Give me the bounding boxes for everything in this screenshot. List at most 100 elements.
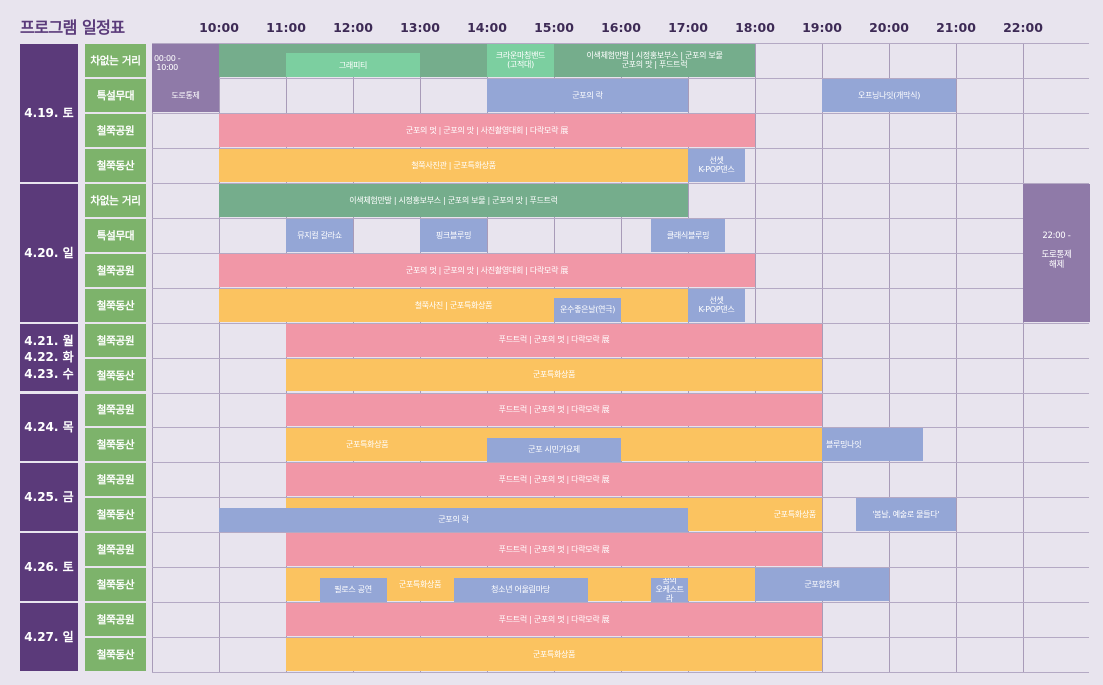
event-block: 22:00 - 도로통제 해제 — [1023, 183, 1090, 322]
event-block: 꿈의 오케스트라 — [651, 577, 688, 602]
event-block-label: 군포의 멋 | 군포의 맛 | 사진촬영대회 | 다락모락 展 — [405, 125, 569, 135]
event-block: 군포특화상품 — [286, 638, 822, 672]
date-cell: 4.26. 토 — [20, 533, 78, 602]
event-block-label: 도로통제 — [171, 90, 200, 100]
hour-label: 21:00 — [936, 20, 976, 35]
event-block-label: 군포특화상품 — [773, 510, 817, 520]
event-block-label: 꿈의 오케스트라 — [655, 577, 684, 602]
event-block: 푸드트럭 | 군포의 멋 | 다락모락 展 — [286, 603, 822, 637]
venue-cell: 철쭉공원 — [85, 393, 146, 427]
page-title: 프로그램 일정표 — [20, 18, 125, 37]
event-block-label: 군포의 멋 | 군포의 맛 | 사진촬영대회 | 다락모락 展 — [405, 265, 569, 275]
hour-label: 14:00 — [467, 20, 507, 35]
date-cell: 4.24. 목 — [20, 393, 78, 462]
event-block-label: '봄날, 예술로 물들다' — [872, 510, 940, 520]
event-block: 군포의 멋 | 군포의 맛 | 사진촬영대회 | 다락모락 展 — [219, 253, 755, 287]
event-block: 블루밍나잇 — [822, 428, 923, 462]
event-block: 푸드트럭 | 군포의 멋 | 다락모락 展 — [286, 323, 822, 357]
grid-line — [152, 77, 1089, 79]
hour-label: 17:00 — [668, 20, 708, 35]
date-cell: 4.25. 금 — [20, 463, 78, 532]
event-block: 크라운마칭밴드 (고적대) — [487, 44, 554, 77]
event-block-label: 철쭉사진관 | 군포특화상품 — [411, 160, 496, 170]
event-block: 푸드트럭 | 군포의 멋 | 다락모락 展 — [286, 533, 822, 567]
grid-line — [152, 462, 1089, 464]
event-block: 군포의 락 — [219, 507, 688, 532]
venue-cell: 차없는 거리 — [85, 183, 146, 217]
event-block-label: 선셋 K-POP댄스 — [698, 295, 735, 315]
event-block-label: 뮤지컬 갈라쇼 — [297, 230, 342, 240]
venue-cell: 철쭉공원 — [85, 603, 146, 637]
grid-line — [152, 602, 1089, 604]
event-block: 군포특화상품 — [286, 358, 822, 392]
hour-label: 22:00 — [1003, 20, 1043, 35]
hour-label: 13:00 — [400, 20, 440, 35]
event-block-label: 군포의 락 — [572, 90, 603, 100]
event-block-label: 블루밍나잇 — [826, 440, 862, 450]
hour-label: 19:00 — [802, 20, 842, 35]
event-block-label: 00:00 - 10:00 — [154, 54, 181, 73]
event-block-label: 운수좋은날(연극) — [559, 305, 616, 315]
event-block-label: 군포특화상품 — [398, 580, 442, 590]
event-block: 이색체험만발 | 시정홍보부스 | 군포의 보물 | 군포의 맛 | 푸드트럭 — [219, 183, 688, 217]
event-block: 그래피티 — [286, 53, 420, 78]
grid-line — [152, 357, 1089, 359]
hour-label: 15:00 — [534, 20, 574, 35]
hour-label: 10:00 — [199, 20, 239, 35]
venue-cell: 철쭉동산 — [85, 498, 146, 532]
grid-line — [152, 532, 1089, 534]
venue-cell: 특설무대 — [85, 218, 146, 252]
grid-line — [152, 392, 1089, 394]
event-block: 필로스 공연 — [319, 577, 387, 602]
grid-line — [152, 427, 1089, 429]
event-block-label: 푸드트럭 | 군포의 멋 | 다락모락 展 — [498, 335, 610, 345]
venue-cell: 철쭉공원 — [85, 533, 146, 567]
event-block-label: 군포특화상품 — [346, 440, 389, 450]
hour-label: 12:00 — [333, 20, 373, 35]
venue-cell: 철쭉동산 — [85, 358, 146, 392]
hour-label: 16:00 — [601, 20, 641, 35]
grid-line — [152, 497, 1089, 499]
venue-cell: 차없는 거리 — [85, 44, 146, 77]
event-block: 선셋 K-POP댄스 — [688, 288, 745, 322]
event-block-label: 선셋 K-POP댄스 — [698, 156, 735, 175]
event-block-label: 클래식블루밍 — [666, 230, 710, 240]
grid-line — [152, 112, 1089, 114]
event-block: 도로통제 — [152, 78, 219, 112]
event-block-label: 22:00 - 도로통제 해제 — [1041, 230, 1072, 271]
grid-line — [152, 43, 1089, 44]
event-block-label: 이색체험만발 | 시정홍보부스 | 군포의 보물 군포의 맛 | 푸드트럭 — [586, 51, 723, 70]
event-block-label: 핑크블루밍 — [435, 230, 472, 240]
event-block-label: 청소년 어울림마당 — [491, 585, 550, 595]
event-block: 군포특화상품 — [386, 568, 454, 602]
date-cell: 4.20. 일 — [20, 183, 78, 322]
grid-line — [152, 252, 1089, 254]
venue-cell: 철쭉공원 — [85, 323, 146, 357]
event-block: 철쭉사진관 | 군포특화상품 — [219, 148, 688, 182]
venue-cell: 철쭉공원 — [85, 253, 146, 287]
grid-line — [152, 567, 1089, 569]
event-block-label: 푸드트럭 | 군포의 멋 | 다락모락 展 — [498, 475, 610, 485]
hour-label: 18:00 — [735, 20, 775, 35]
hour-label: 11:00 — [266, 20, 306, 35]
event-block-label: 군포특화상품 — [532, 370, 576, 380]
venue-cell: 철쭉동산 — [85, 148, 146, 182]
event-block: 군포 시민가요제 — [487, 437, 621, 462]
venue-cell: 철쭉동산 — [85, 288, 146, 322]
venue-cell: 철쭉동산 — [85, 568, 146, 602]
venue-cell: 철쭉동산 — [85, 638, 146, 672]
event-block: 청소년 어울림마당 — [453, 577, 588, 602]
event-block: 군포의 락 — [487, 78, 688, 112]
event-block-label: 그래피티 — [338, 60, 368, 70]
event-block: 푸드트럭 | 군포의 멋 | 다락모락 展 — [286, 393, 822, 427]
event-block-label: 오프닝나잇(개막식) — [857, 90, 921, 100]
event-block-label: 푸드트럭 | 군포의 멋 | 다락모락 展 — [498, 405, 610, 415]
event-block: 이색체험만발 | 시정홍보부스 | 군포의 보물 군포의 맛 | 푸드트럭 — [554, 44, 755, 77]
event-block: 클래식블루밍 — [651, 218, 725, 252]
date-cell: 4.21. 월 4.22. 화 4.23. 수 — [20, 323, 78, 392]
event-block: 군포합창제 — [755, 568, 889, 602]
grid-line — [152, 217, 1089, 219]
event-block: 군포의 멋 | 군포의 맛 | 사진촬영대회 | 다락모락 展 — [219, 113, 755, 147]
event-block-label: 군포 시민가요제 — [528, 445, 580, 455]
